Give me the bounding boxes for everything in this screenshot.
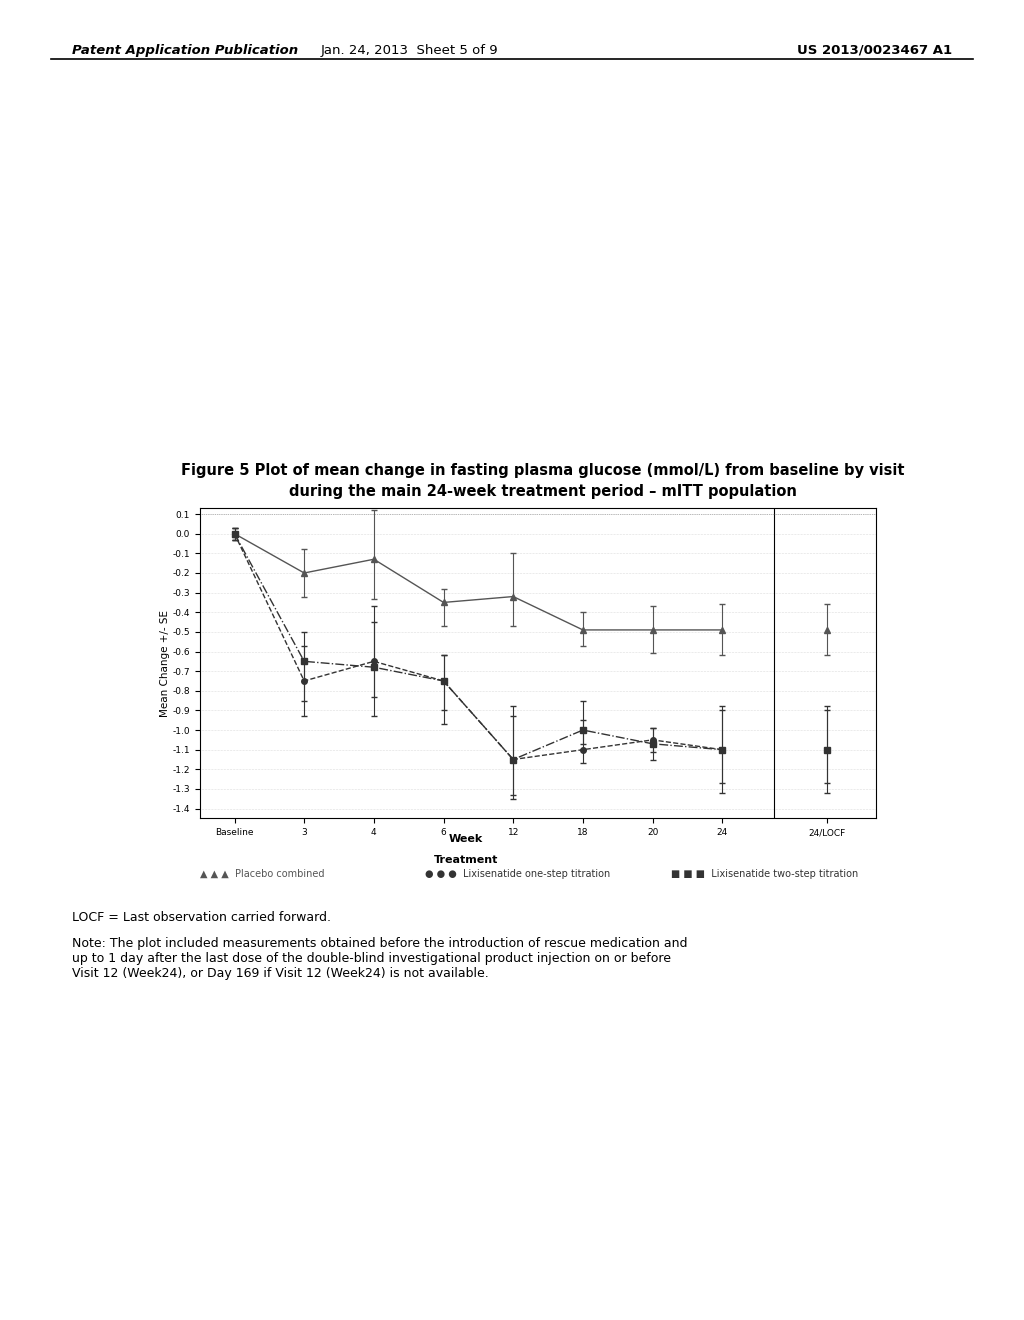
Text: Note: The plot included measurements obtained before the introduction of rescue : Note: The plot included measurements obt… [72,937,687,981]
Text: ● ● ●  Lixisenatide one-step titration: ● ● ● Lixisenatide one-step titration [425,869,610,879]
Text: ▲ ▲ ▲  Placebo combined: ▲ ▲ ▲ Placebo combined [200,869,325,879]
Text: US 2013/0023467 A1: US 2013/0023467 A1 [798,44,952,57]
Text: Treatment: Treatment [434,855,498,866]
Text: Week: Week [449,834,483,845]
Text: Jan. 24, 2013  Sheet 5 of 9: Jan. 24, 2013 Sheet 5 of 9 [321,44,499,57]
Y-axis label: Mean Change +/- SE: Mean Change +/- SE [160,610,170,717]
Text: Figure 5 Plot of mean change in fasting plasma glucose (mmol/L) from baseline by: Figure 5 Plot of mean change in fasting … [181,463,904,478]
Text: LOCF = Last observation carried forward.: LOCF = Last observation carried forward. [72,911,331,924]
Text: ■ ■ ■  Lixisenatide two-step titration: ■ ■ ■ Lixisenatide two-step titration [671,869,858,879]
Text: during the main 24-week treatment period – mITT population: during the main 24-week treatment period… [289,484,797,499]
Text: Patent Application Publication: Patent Application Publication [72,44,298,57]
